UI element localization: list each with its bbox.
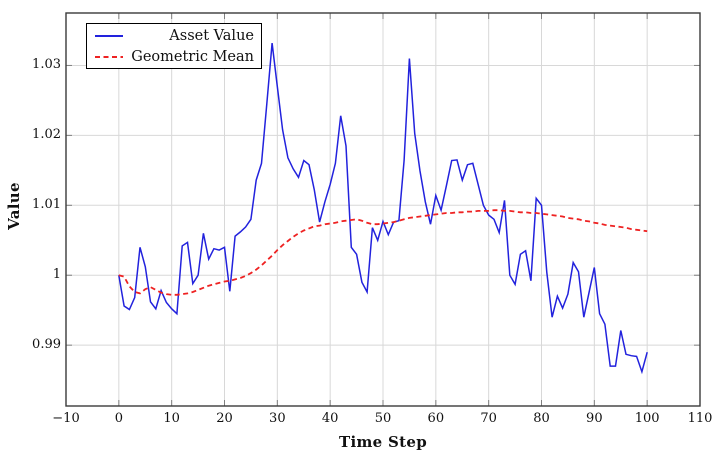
y-tick-label: 0.99	[32, 337, 61, 353]
axis-frame	[65, 12, 701, 407]
x-tick-label: 100	[634, 411, 660, 426]
x-tick-label: 80	[533, 411, 550, 426]
legend-label: Geometric Mean	[131, 48, 254, 65]
y-tick-label: 1.03	[32, 57, 61, 73]
x-tick-label: 20	[216, 411, 233, 426]
legend: Asset Value Geometric Mean	[86, 23, 262, 69]
legend-solid-line-sample	[95, 34, 123, 37]
x-tick-label: 10	[163, 411, 180, 426]
x-tick-label: −10	[52, 411, 80, 426]
x-tick-label: 40	[321, 411, 339, 426]
legend-item-geometric-mean: Geometric Mean	[94, 46, 256, 67]
x-tick-label: 60	[427, 411, 445, 426]
y-tick-label: 1.01	[32, 197, 61, 213]
x-tick-label: 30	[269, 411, 286, 426]
x-tick-label: 70	[480, 411, 497, 426]
y-tick-label: 1	[52, 267, 61, 283]
x-tick-label: 110	[687, 411, 713, 426]
x-tick-label: 0	[114, 411, 123, 426]
x-tick-label: 90	[586, 411, 603, 426]
legend-dashed-line-sample	[95, 55, 123, 58]
x-tick-label: 50	[374, 411, 392, 426]
x-axis-label: Time Step	[339, 433, 427, 451]
y-tick-label: 1.02	[32, 127, 61, 143]
legend-label: Asset Value	[169, 27, 254, 44]
legend-item-asset-value: Asset Value	[94, 25, 256, 46]
series-line-asset-value	[118, 43, 648, 375]
y-axis-label: Value	[5, 182, 23, 230]
